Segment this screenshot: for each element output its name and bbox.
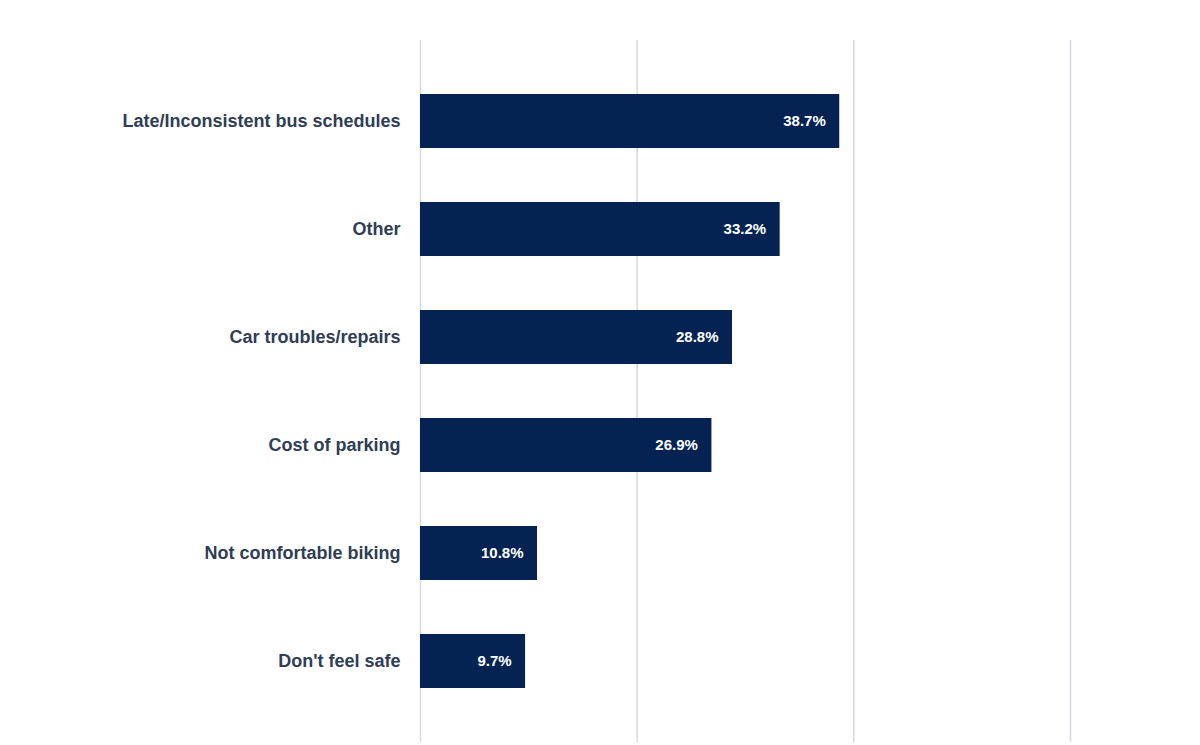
svg-text:Other: Other (352, 219, 400, 239)
svg-text:9.7%: 9.7% (477, 652, 511, 669)
svg-text:Don't feel safe: Don't feel safe (278, 651, 400, 671)
svg-text:28.8%: 28.8% (676, 328, 719, 345)
svg-text:26.9%: 26.9% (655, 436, 698, 453)
svg-text:10.8%: 10.8% (481, 544, 524, 561)
svg-text:Car troubles/repairs: Car troubles/repairs (229, 327, 400, 347)
svg-text:Late/Inconsistent bus schedule: Late/Inconsistent bus schedules (122, 111, 400, 131)
svg-text:38.7%: 38.7% (783, 112, 826, 129)
svg-text:33.2%: 33.2% (724, 220, 767, 237)
svg-text:Not comfortable biking: Not comfortable biking (204, 543, 400, 563)
svg-text:Cost of parking: Cost of parking (268, 435, 400, 455)
